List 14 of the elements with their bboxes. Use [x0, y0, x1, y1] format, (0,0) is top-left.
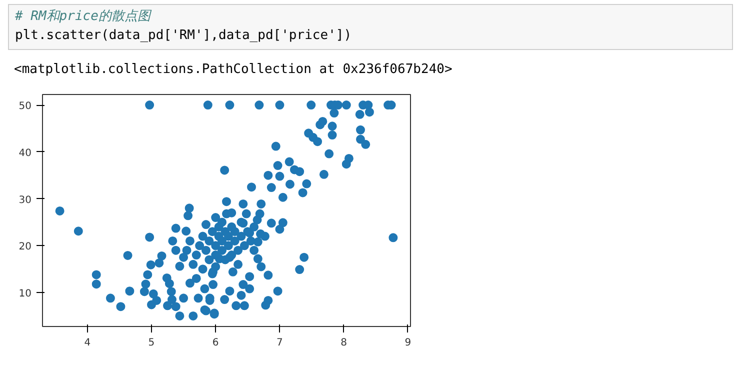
y-tick-label: 50: [18, 101, 32, 112]
text: plt.scatter(data_pd['RM'],data_pd['price']): [15, 26, 352, 45]
x-tick-label: 5: [148, 338, 155, 348]
x-tick-label: 4: [84, 338, 91, 348]
y-tick-label: 40: [18, 148, 32, 159]
y-tick-label: 10: [18, 288, 32, 300]
x-tick-label: 6: [212, 338, 219, 348]
x-tick-label: 8: [340, 338, 348, 348]
text: # RM和price的散点图: [15, 8, 153, 26]
x-tick-label: 7: [276, 338, 283, 348]
y-tick-label: 20: [18, 242, 32, 253]
x-tick-label: 9: [404, 338, 412, 348]
text: <matplotlib.collections.PathCollection at 0x236f067b240>: [14, 61, 452, 79]
y-tick-label: 30: [18, 194, 32, 206]
